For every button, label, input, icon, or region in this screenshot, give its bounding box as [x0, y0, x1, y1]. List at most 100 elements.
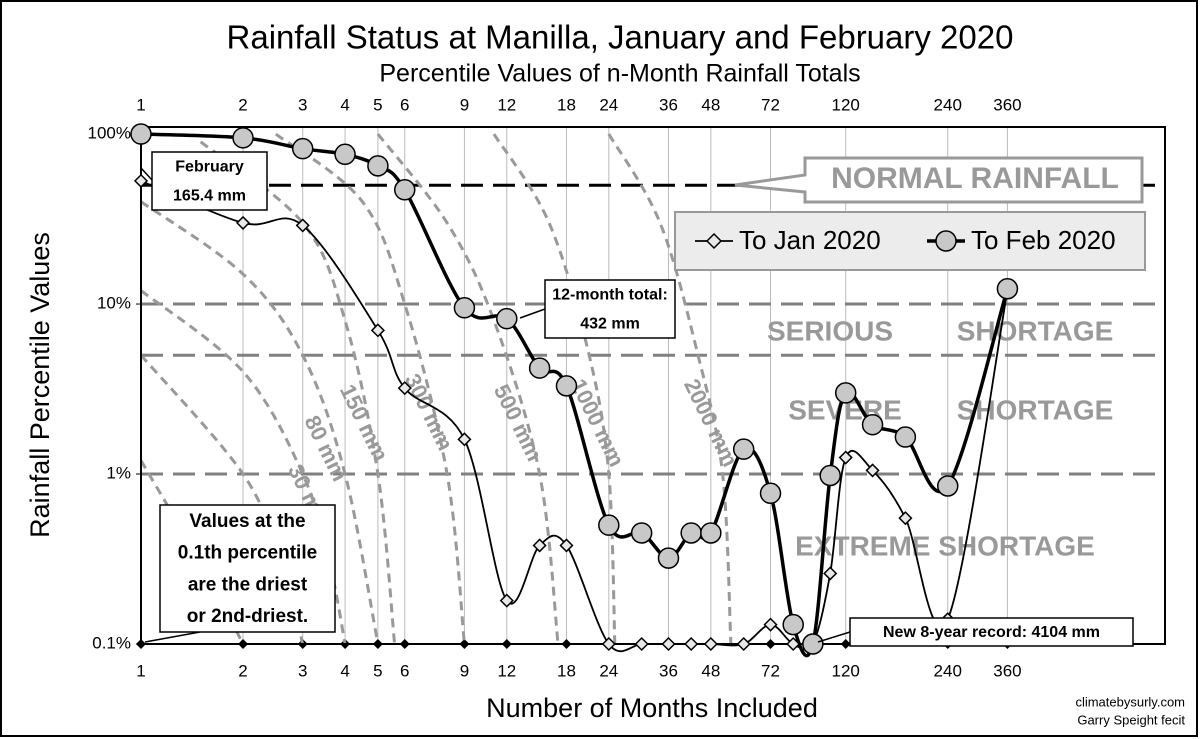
- annotation-text: New 8-year record: 4104 mm: [883, 624, 1100, 641]
- zone-label: SHORTAGE: [957, 315, 1114, 346]
- x-tick-label-top: 1: [136, 95, 145, 114]
- data-point: [819, 464, 841, 487]
- x-tick-label: 4: [340, 661, 349, 680]
- x-tick-label: 18: [557, 661, 576, 680]
- zone-label: EXTREME SHORTAGE: [795, 530, 1095, 561]
- x-tick-label-top: 2: [238, 95, 247, 114]
- x-tick-label: 2: [238, 661, 247, 680]
- x-tick-label-top: 12: [497, 95, 516, 114]
- data-point: [453, 297, 476, 319]
- data-point: [133, 173, 149, 188]
- annotation-text: 0.1th percentile: [178, 543, 317, 564]
- data-point: [894, 426, 917, 448]
- data-point: [457, 432, 472, 447]
- annotation-pointer: [817, 631, 851, 643]
- isohyet: [607, 133, 733, 644]
- data-point: [861, 413, 884, 436]
- data-point: [397, 381, 412, 396]
- x-tick-label: 120: [832, 661, 860, 680]
- legend-box: [674, 211, 1146, 271]
- data-point: [736, 636, 751, 652]
- data-point: [782, 613, 804, 636]
- x-tick-label-top: 18: [557, 95, 576, 114]
- data-point: [232, 127, 254, 149]
- annotation-text: 432 mm: [580, 316, 640, 333]
- legend-label: To Jan 2020: [739, 225, 881, 255]
- data-point: [759, 482, 782, 505]
- annotation-pointer: [144, 631, 201, 643]
- data-point: [823, 566, 838, 581]
- data-point: [786, 636, 801, 652]
- data-point: [367, 155, 389, 177]
- data-point: [684, 636, 699, 652]
- x-tick-label: 72: [761, 661, 780, 680]
- y-tick-label: 0.1%: [92, 633, 131, 652]
- x-tick-label-top: 4: [340, 95, 349, 114]
- annotation-text: are the driest: [188, 574, 308, 595]
- data-point: [499, 593, 514, 608]
- x-tick-label-top: 240: [934, 95, 962, 114]
- data-point: [334, 143, 356, 166]
- x-tick-label-top: 48: [701, 95, 720, 114]
- y-tick-label: 10%: [97, 294, 131, 313]
- x-tick-label-top: 6: [400, 95, 409, 114]
- data-point: [601, 636, 616, 652]
- data-point: [936, 475, 959, 497]
- x-tick-label: 6: [400, 661, 409, 680]
- isohyet: [274, 132, 466, 644]
- data-point: [496, 307, 518, 330]
- isohyet: [141, 200, 380, 644]
- data-point: [370, 323, 385, 338]
- y-tick-label: 1%: [106, 463, 131, 482]
- y-tick-label: 100%: [88, 124, 131, 143]
- zone-label: SHORTAGE: [957, 394, 1114, 425]
- annotation-box: [151, 151, 268, 211]
- data-point: [732, 438, 755, 460]
- x-tick-label: 240: [934, 661, 962, 680]
- x-tick-label-top: 9: [460, 95, 469, 114]
- data-point: [559, 538, 574, 553]
- data-point: [555, 375, 578, 397]
- legend-label: To Feb 2020: [971, 225, 1116, 255]
- x-tick-label-top: 36: [659, 95, 678, 114]
- data-point: [657, 547, 680, 569]
- annotation-text: 12-month total:: [552, 287, 668, 304]
- data-point: [235, 215, 251, 230]
- x-tick-label-top: 3: [298, 95, 307, 114]
- x-tick-label: 48: [701, 661, 720, 680]
- data-point: [898, 511, 913, 526]
- x-tick-label: 24: [599, 661, 618, 680]
- chart-subtitle: Percentile Values of n-Month Rainfall To…: [379, 60, 860, 88]
- x-tick-label-top: 360: [993, 95, 1021, 114]
- data-point: [598, 514, 620, 536]
- credit: Garry Speight fecit: [1077, 712, 1185, 727]
- data-point: [295, 218, 310, 233]
- data-point: [393, 179, 416, 201]
- x-tick-label: 1: [136, 661, 145, 680]
- data-point: [763, 617, 778, 632]
- y-axis-label: Rainfall Percentile Values: [25, 232, 55, 538]
- isohyet: [199, 140, 397, 644]
- x-axis-label: Number of Months Included: [486, 693, 818, 723]
- data-point: [661, 636, 676, 652]
- annotation-text: or 2nd-driest.: [187, 606, 308, 627]
- annotation-text: 165.4 mm: [173, 188, 246, 205]
- x-tick-label-top: 5: [373, 95, 382, 114]
- annotation-text: Values at the: [189, 511, 305, 532]
- data-point: [130, 123, 152, 145]
- data-point: [703, 636, 718, 652]
- data-point: [291, 137, 314, 160]
- isohyet: [492, 133, 617, 644]
- annotation-pointer: [140, 167, 153, 181]
- data-point: [996, 277, 1019, 300]
- annotation-box: [849, 617, 1134, 647]
- x-tick-label-top: 120: [832, 95, 860, 114]
- legend-marker: [705, 232, 723, 250]
- x-tick-label: 12: [497, 661, 516, 680]
- x-tick-label: 3: [298, 661, 307, 680]
- x-tick-label-top: 72: [761, 95, 780, 114]
- data-point: [865, 463, 880, 478]
- isohyet: [376, 133, 560, 644]
- data-point: [834, 382, 857, 404]
